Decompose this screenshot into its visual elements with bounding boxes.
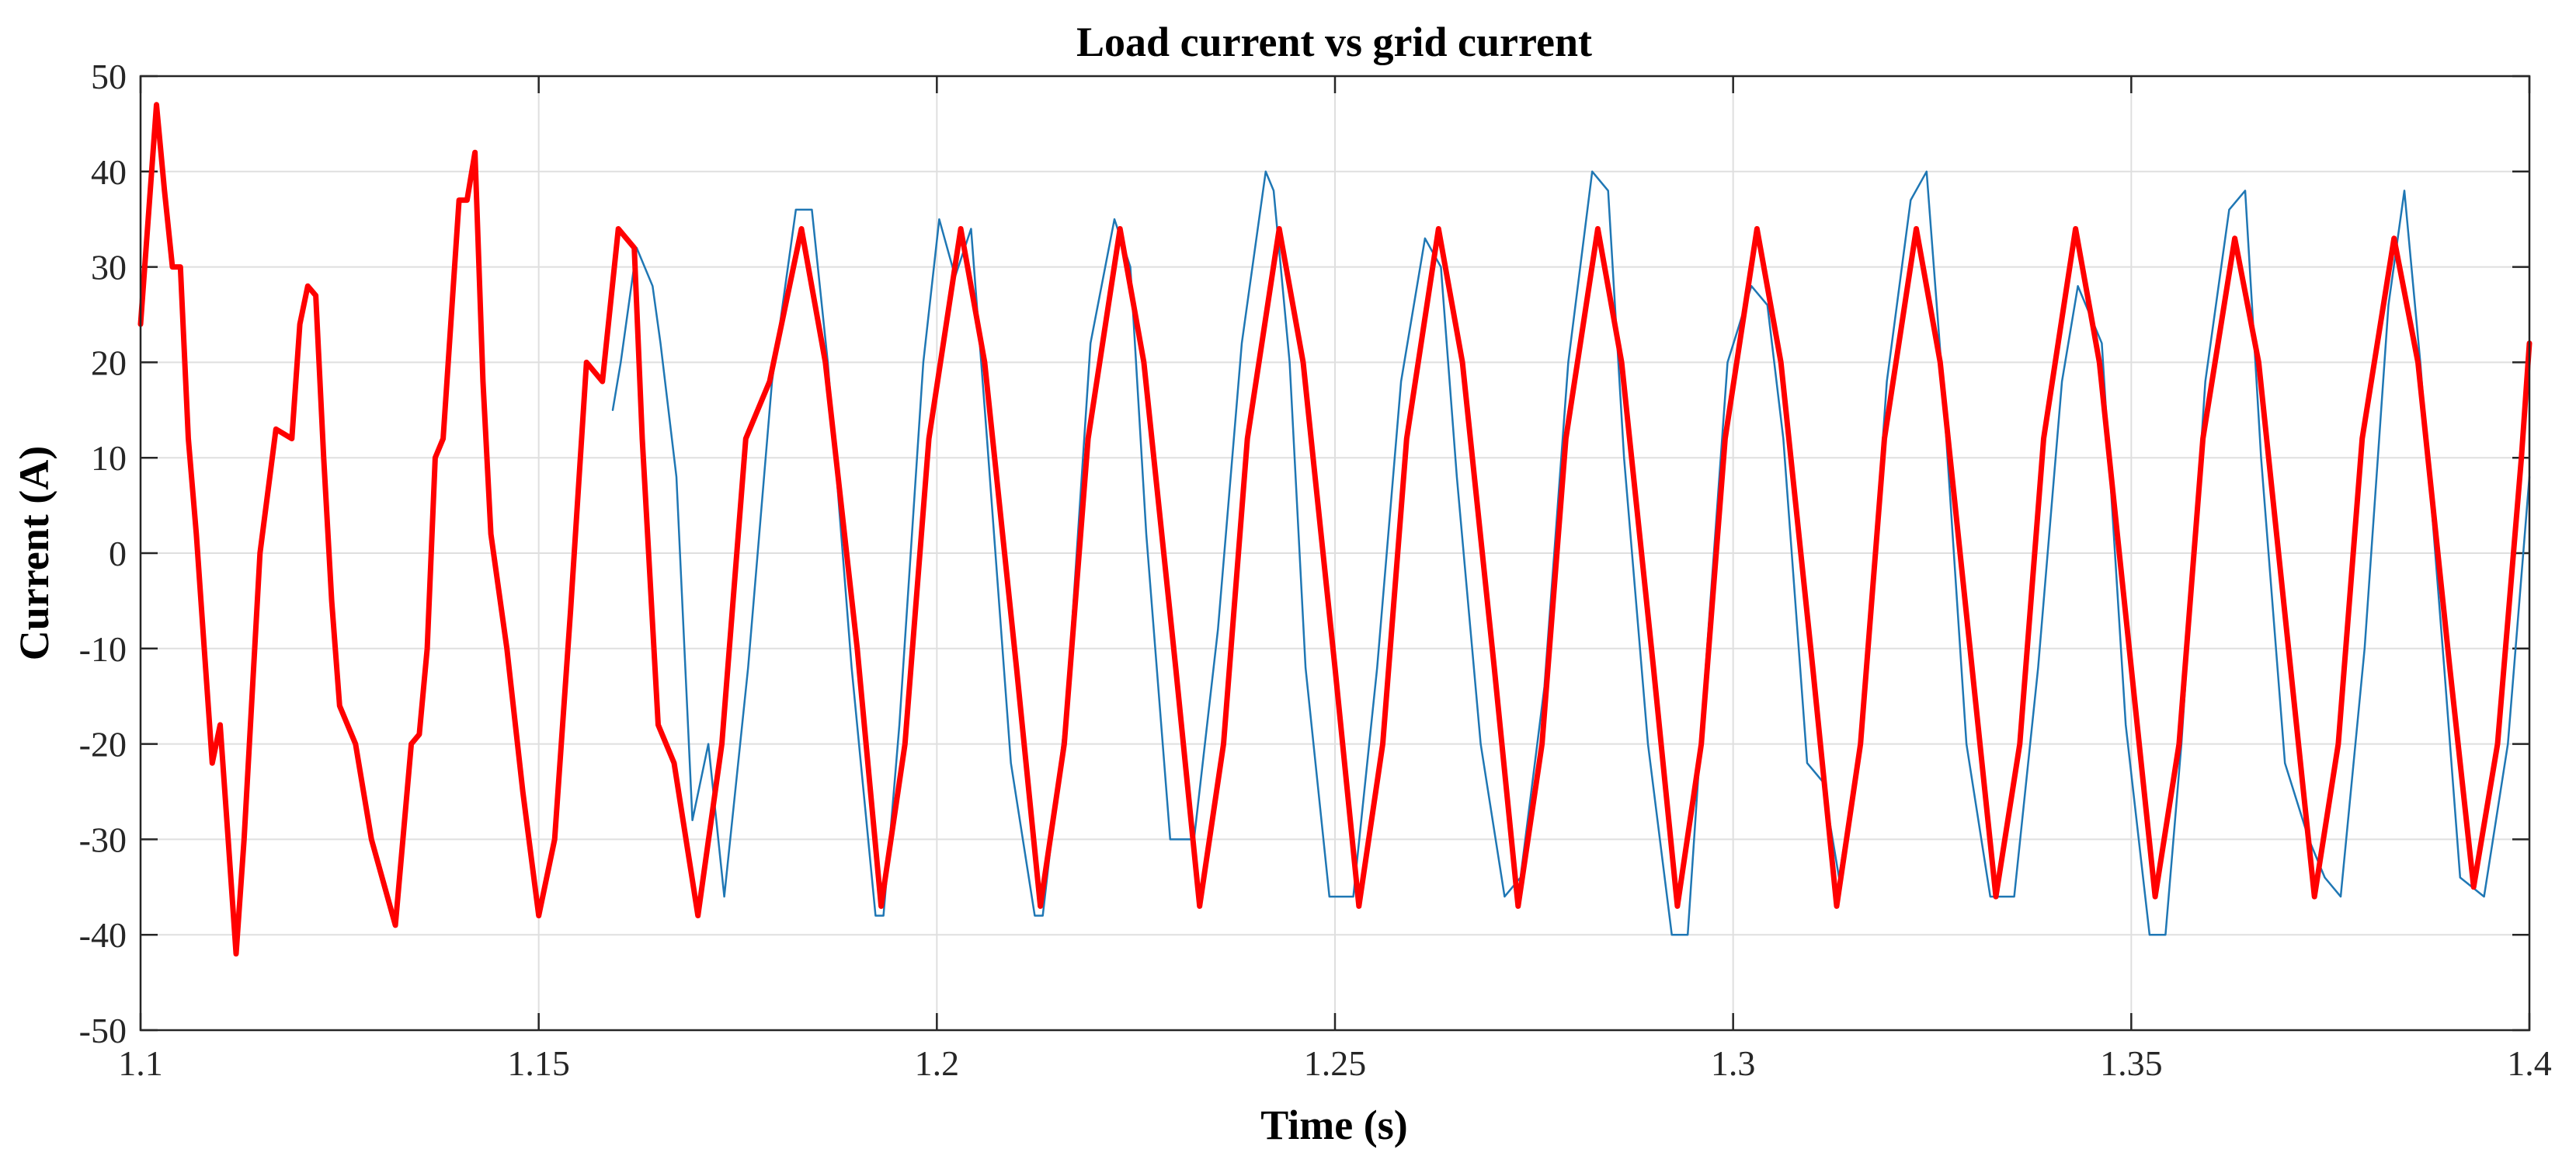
grid-lines (140, 75, 2530, 1031)
y-tick-label: 40 (91, 152, 127, 192)
x-tick-label: 1.2 (915, 1043, 960, 1083)
x-tick-label: 1.35 (2100, 1043, 2163, 1083)
y-tick-label: -50 (79, 1011, 127, 1050)
y-tick-label: -10 (79, 629, 127, 669)
series-line-red (137, 102, 2533, 957)
x-tick-labels: 1.1 1.15 1.2 1.25 1.3 1.35 1.4 (118, 1043, 2552, 1083)
x-axis-label: Time (s) (1260, 1102, 1407, 1148)
x-tick-label: 1.25 (1304, 1043, 1367, 1083)
y-tick-label: 20 (91, 343, 127, 382)
y-tick-labels: 50 40 30 20 10 0 -10 -20 -30 -40 -50 (79, 57, 127, 1050)
y-tick-label: -20 (79, 725, 127, 764)
y-tick-label: -30 (79, 820, 127, 859)
y-tick-label: 50 (91, 57, 127, 96)
chart-title: Load current vs grid current (1076, 19, 1592, 65)
y-tick-label: -40 (79, 915, 127, 955)
x-tick-label: 1.1 (118, 1043, 163, 1083)
y-tick-label: 10 (91, 438, 127, 478)
y-tick-label: 0 (109, 534, 127, 573)
series-lines (137, 102, 2533, 957)
y-axis-label: Current (A) (11, 446, 57, 660)
y-tick-label: 30 (91, 248, 127, 287)
x-tick-label: 1.15 (507, 1043, 570, 1083)
plot-frame (139, 75, 2531, 1032)
x-tick-label: 1.3 (1711, 1043, 1756, 1083)
x-tick-label: 1.4 (2507, 1043, 2552, 1083)
